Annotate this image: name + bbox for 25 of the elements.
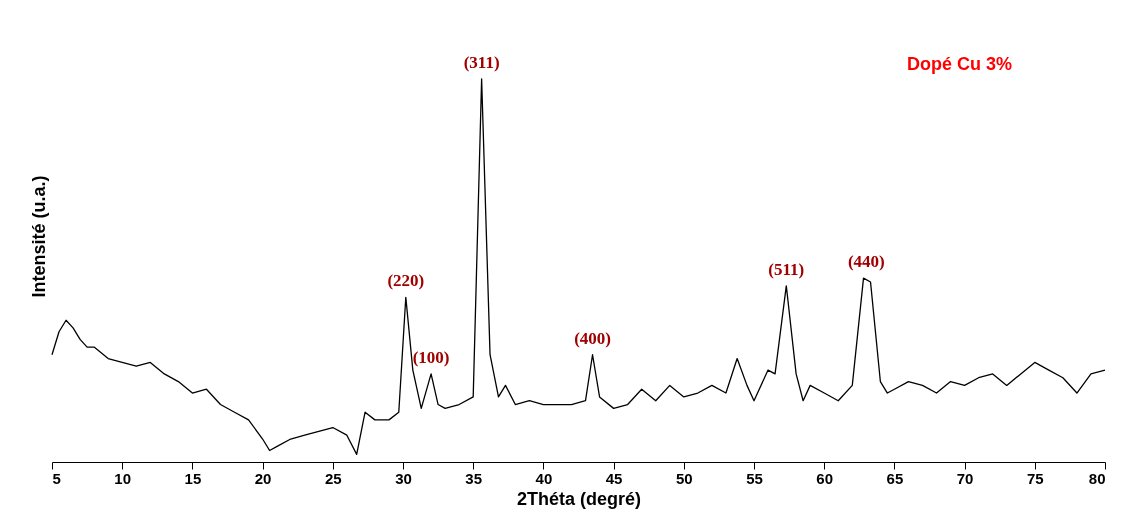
text: Dopé Cu 3% [906, 54, 1012, 74]
x-tick-label: 45 [605, 469, 623, 487]
x-tick-label: 30 [395, 469, 412, 487]
x-tick-label: 25 [324, 469, 342, 487]
annotation: (511) [768, 259, 805, 279]
annotation: (400) [574, 328, 611, 348]
annotation: (220) [387, 271, 425, 291]
annotation: (311) [463, 52, 500, 72]
x-tick-label: 80 [1088, 469, 1106, 487]
x-tick-label: 5 [52, 469, 61, 487]
x-tick-label: 35 [465, 469, 483, 487]
annotation: (100) [412, 347, 450, 367]
x-tick-label: 10 [114, 469, 132, 487]
x-tick-label: 65 [886, 469, 904, 487]
x-tick-label: 40 [535, 469, 553, 487]
annotation: (440) [847, 252, 885, 272]
x-tick-label: 50 [675, 469, 693, 487]
x-axis-title: 2Théta (degré) [516, 488, 642, 509]
x-tick-label: 70 [956, 469, 974, 487]
x-tick-label: 75 [1026, 469, 1044, 487]
x-tick-label: 15 [184, 469, 202, 487]
y-axis-title: Intensité (u.a.) [28, 175, 49, 298]
x-tick-label: 60 [816, 469, 834, 487]
x-tick-label: 20 [254, 469, 272, 487]
x-tick-label: 55 [746, 469, 763, 487]
